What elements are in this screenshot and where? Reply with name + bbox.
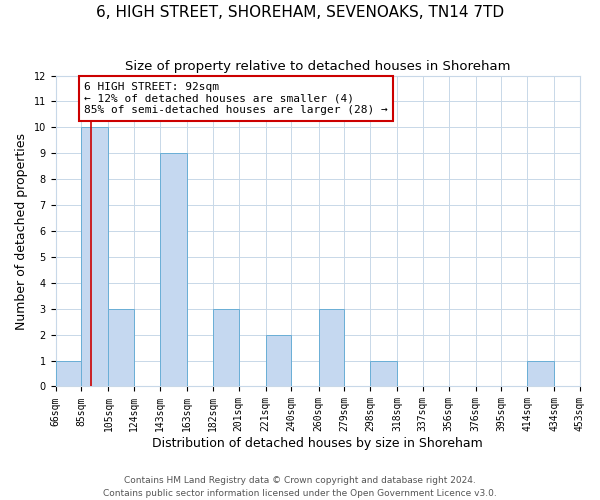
Bar <box>109 308 134 386</box>
Text: 6, HIGH STREET, SHOREHAM, SEVENOAKS, TN14 7TD: 6, HIGH STREET, SHOREHAM, SEVENOAKS, TN1… <box>96 5 504 20</box>
Text: Contains HM Land Registry data © Crown copyright and database right 2024.
Contai: Contains HM Land Registry data © Crown c… <box>103 476 497 498</box>
Bar <box>319 308 344 386</box>
Text: 6 HIGH STREET: 92sqm
← 12% of detached houses are smaller (4)
85% of semi-detach: 6 HIGH STREET: 92sqm ← 12% of detached h… <box>84 82 388 115</box>
Bar <box>370 360 397 386</box>
Bar <box>82 128 109 386</box>
Bar <box>266 334 292 386</box>
Y-axis label: Number of detached properties: Number of detached properties <box>15 132 28 330</box>
Bar <box>160 154 187 386</box>
Bar <box>527 360 554 386</box>
Bar <box>213 308 239 386</box>
Bar <box>56 360 82 386</box>
X-axis label: Distribution of detached houses by size in Shoreham: Distribution of detached houses by size … <box>152 437 483 450</box>
Title: Size of property relative to detached houses in Shoreham: Size of property relative to detached ho… <box>125 60 511 73</box>
